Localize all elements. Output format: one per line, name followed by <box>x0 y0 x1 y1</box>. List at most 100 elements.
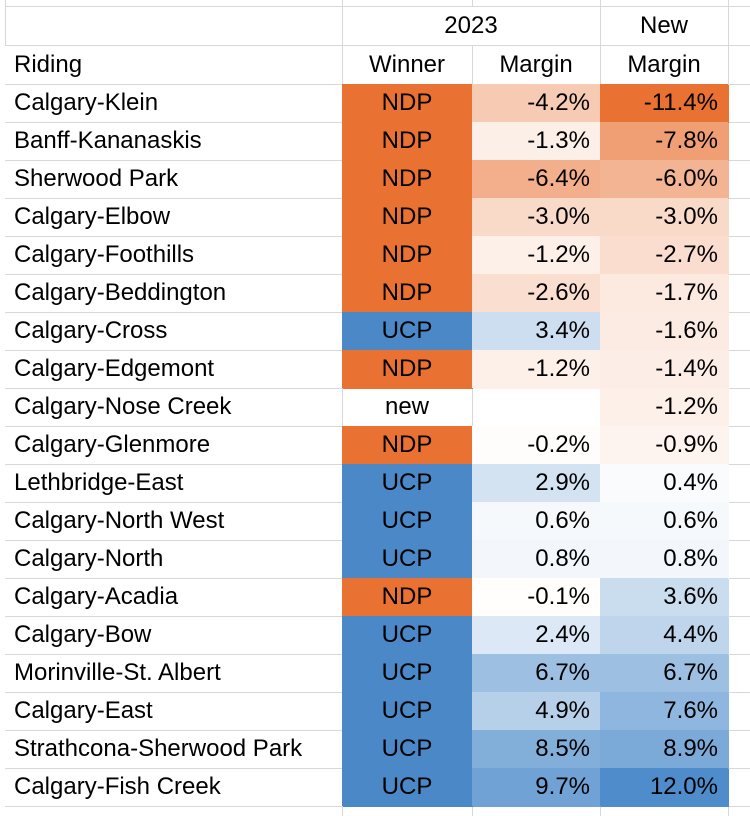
riding-cell[interactable]: Calgary-Klein <box>14 89 159 116</box>
right-pad <box>728 198 750 236</box>
right-pad <box>728 236 750 274</box>
margin-2023-cell[interactable]: 6.7% <box>472 654 600 692</box>
margin-new-cell[interactable]: -1.6% <box>600 312 728 350</box>
riding-cell[interactable]: Calgary-Edgemont <box>14 355 215 382</box>
riding-cell[interactable]: Calgary-Foothills <box>14 241 195 268</box>
header-2023[interactable]: 2023 <box>444 12 498 39</box>
margin-2023-cell[interactable]: -4.2% <box>472 84 600 122</box>
margin-2023-cell[interactable]: 0.6% <box>472 502 600 540</box>
margin-new-cell[interactable]: 7.6% <box>600 692 728 730</box>
riding-cell[interactable]: Calgary-Glenmore <box>14 431 211 458</box>
table-row: Calgary-North West UCP 0.6% 0.6% <box>0 502 750 540</box>
table-body: Calgary-Klein NDP -4.2% -11.4% Banff-Kan… <box>0 84 750 806</box>
winner-cell[interactable]: new <box>384 393 430 420</box>
header-margin-new[interactable]: Margin <box>627 51 701 78</box>
margin-new-cell[interactable]: -1.4% <box>600 350 728 388</box>
margin-2023-cell[interactable]: 0.8% <box>472 540 600 578</box>
margin-2023-cell[interactable]: -2.6% <box>472 274 600 312</box>
bottom-sliver-row <box>0 806 750 816</box>
margin-2023-cell[interactable]: -1.2% <box>472 350 600 388</box>
right-pad <box>728 616 750 654</box>
winner-cell[interactable]: NDP <box>342 350 472 388</box>
margin-new-cell[interactable]: -6.0% <box>600 160 728 198</box>
riding-cell[interactable]: Calgary-East <box>14 697 153 724</box>
margin-2023-cell[interactable]: 2.4% <box>472 616 600 654</box>
margin-new-cell[interactable]: -7.8% <box>600 122 728 160</box>
gridline <box>5 45 750 46</box>
margin-2023-cell[interactable]: -0.2% <box>472 426 600 464</box>
margin-new-cell[interactable]: 0.6% <box>600 502 728 540</box>
riding-cell[interactable]: Calgary-Fish Creek <box>14 773 221 800</box>
winner-cell[interactable]: UCP <box>342 616 472 654</box>
margin-new-cell[interactable]: -1.2% <box>600 388 728 426</box>
riding-cell[interactable]: Calgary-North <box>14 545 164 572</box>
margin-new-cell[interactable]: 8.9% <box>600 730 728 768</box>
riding-cell[interactable]: Calgary-North West <box>14 507 225 534</box>
winner-cell[interactable]: NDP <box>342 122 472 160</box>
right-pad <box>728 312 750 350</box>
winner-cell[interactable]: NDP <box>342 274 472 312</box>
margin-new-cell[interactable]: -11.4% <box>600 84 728 122</box>
winner-cell[interactable]: UCP <box>342 730 472 768</box>
margin-2023-cell[interactable]: -3.0% <box>472 198 600 236</box>
margin-new-cell[interactable]: -3.0% <box>600 198 728 236</box>
winner-cell[interactable]: NDP <box>342 426 472 464</box>
winner-cell[interactable]: UCP <box>342 540 472 578</box>
winner-cell[interactable]: UCP <box>342 768 472 806</box>
margin-new-cell[interactable]: -0.9% <box>600 426 728 464</box>
margin-new-cell[interactable]: 12.0% <box>600 768 728 806</box>
margin-new-cell[interactable]: 6.7% <box>600 654 728 692</box>
riding-cell[interactable]: Calgary-Nose Creek <box>14 393 232 420</box>
riding-cell[interactable]: Strathcona-Sherwood Park <box>14 735 303 762</box>
right-pad <box>728 578 750 616</box>
margin-2023-cell[interactable]: -6.4% <box>472 160 600 198</box>
margin-new-cell[interactable]: 0.8% <box>600 540 728 578</box>
winner-cell[interactable]: NDP <box>342 236 472 274</box>
winner-cell[interactable]: UCP <box>342 464 472 502</box>
winner-cell[interactable]: NDP <box>342 578 472 616</box>
margin-2023-cell[interactable]: -1.2% <box>472 236 600 274</box>
winner-cell[interactable]: UCP <box>342 312 472 350</box>
winner-cell[interactable]: NDP <box>342 84 472 122</box>
header-winner[interactable]: Winner <box>368 51 446 78</box>
right-pad <box>728 274 750 312</box>
riding-cell[interactable]: Sherwood Park <box>14 165 179 192</box>
margin-new-cell[interactable]: 0.4% <box>600 464 728 502</box>
riding-cell[interactable]: Banff-Kananaskis <box>14 127 202 154</box>
riding-cell[interactable]: Calgary-Acadia <box>14 583 179 610</box>
margin-2023-cell[interactable]: 9.7% <box>472 768 600 806</box>
winner-cell[interactable]: UCP <box>342 692 472 730</box>
right-pad <box>728 768 750 806</box>
riding-cell[interactable]: Morinville-St. Albert <box>14 659 221 686</box>
right-pad <box>728 122 750 160</box>
table-row: Calgary-Foothills NDP -1.2% -2.7% <box>0 236 750 274</box>
margin-new-cell[interactable]: 3.6% <box>600 578 728 616</box>
header-new[interactable]: New <box>639 12 688 39</box>
margin-2023-cell[interactable]: 4.9% <box>472 692 600 730</box>
right-pad <box>728 464 750 502</box>
right-pad <box>728 6 750 45</box>
margin-new-cell[interactable]: 4.4% <box>600 616 728 654</box>
margin-2023-cell[interactable]: 8.5% <box>472 730 600 768</box>
riding-cell[interactable]: Calgary-Elbow <box>14 203 171 230</box>
margin-new-cell[interactable]: -2.7% <box>600 236 728 274</box>
header-margin-2023[interactable]: Margin <box>499 51 573 78</box>
winner-cell[interactable]: UCP <box>342 502 472 540</box>
right-pad <box>728 730 750 768</box>
riding-cell[interactable]: Calgary-Cross <box>14 317 168 344</box>
riding-cell[interactable]: Lethbridge-East <box>14 469 184 496</box>
margin-2023-cell[interactable] <box>472 388 600 426</box>
winner-cell[interactable]: NDP <box>342 198 472 236</box>
margin-2023-cell[interactable]: 2.9% <box>472 464 600 502</box>
winner-cell[interactable]: NDP <box>342 160 472 198</box>
header-riding[interactable]: Riding <box>14 51 83 78</box>
margin-2023-cell[interactable]: 3.4% <box>472 312 600 350</box>
riding-cell[interactable]: Calgary-Bow <box>14 621 152 648</box>
margin-2023-cell[interactable]: -0.1% <box>472 578 600 616</box>
margin-new-cell[interactable]: -1.7% <box>600 274 728 312</box>
margin-2023-cell[interactable]: -1.3% <box>472 122 600 160</box>
riding-cell[interactable]: Calgary-Beddington <box>14 279 227 306</box>
right-pad <box>728 45 750 84</box>
winner-cell[interactable]: UCP <box>342 654 472 692</box>
